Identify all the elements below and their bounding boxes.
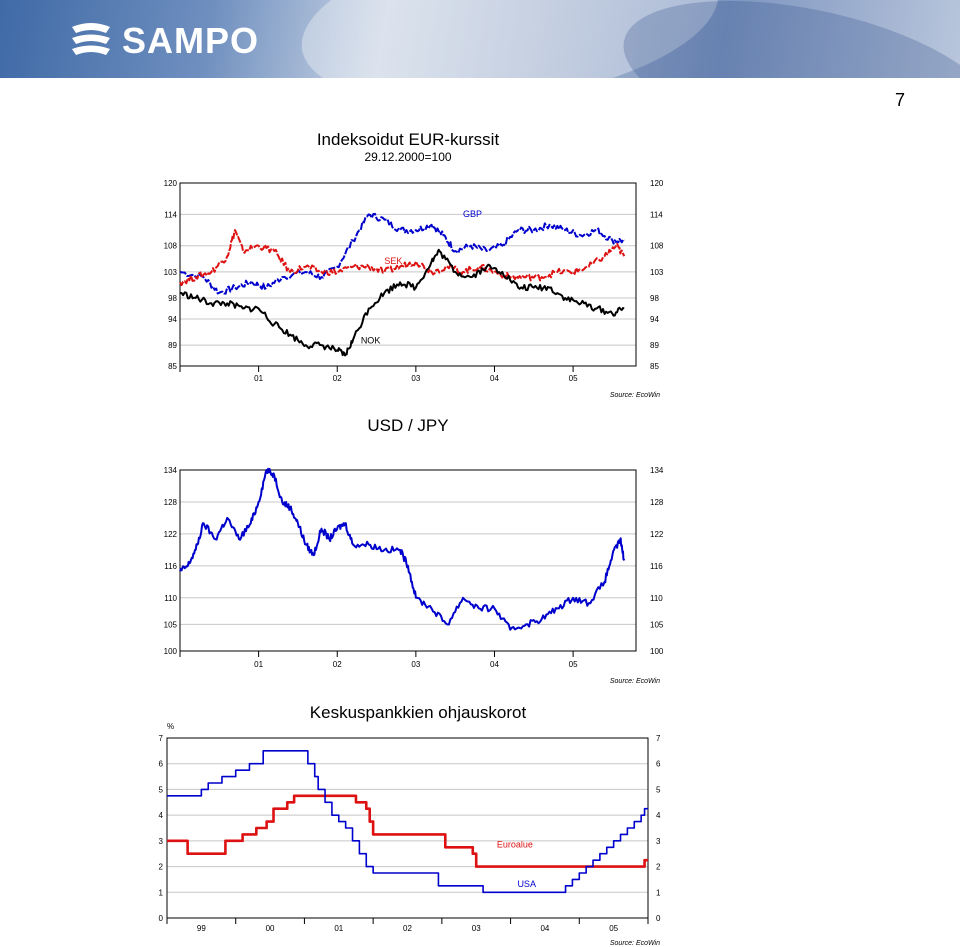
chart1-ytick-left: 103 — [164, 268, 178, 277]
chart3-ytick-right: 4 — [656, 811, 661, 820]
chart1-ytick-right: 120 — [650, 179, 664, 188]
chart3-xtick-label: 04 — [540, 924, 549, 933]
chart2-ytick-left: 134 — [164, 466, 178, 475]
chart3-ytick-right: 0 — [656, 914, 661, 923]
chart3-xtick-label: 01 — [334, 924, 343, 933]
chart3-ytick-left: 3 — [159, 837, 164, 846]
chart1-ytick-left: 98 — [168, 294, 177, 303]
chart1-ytick-right: 94 — [650, 315, 659, 324]
chart3-series-label-euroalue: Euroalue — [497, 839, 533, 849]
chart2-source-note: Source: EcoWin — [610, 678, 660, 685]
chart2-ytick-left: 128 — [164, 498, 178, 507]
chart3-ytick-right: 5 — [656, 785, 661, 794]
sampo-logo: SAMPO — [68, 20, 259, 62]
chart1-series-label-sek: SEK — [384, 256, 402, 266]
chart1-ytick-left: 85 — [168, 362, 177, 371]
banner-decoration — [609, 0, 960, 78]
chart1-subtitle: 29.12.2000=100 — [364, 150, 452, 164]
chart1-ytick-right: 89 — [650, 341, 659, 350]
chart1-xtick-label: 04 — [490, 374, 499, 383]
chart2-xtick-label: 03 — [411, 660, 420, 669]
chart3-series-label-usa: USA — [517, 879, 536, 889]
chart3-ytick-left: 6 — [159, 760, 164, 769]
chart2-ytick-left: 100 — [164, 647, 178, 656]
chart3-series-euroalue — [167, 794, 648, 868]
header-banner: SAMPO — [0, 0, 960, 78]
chart3-xtick-label: 03 — [472, 924, 481, 933]
chart2-ytick-right: 116 — [650, 562, 663, 571]
chart3-ytick-right: 3 — [656, 837, 661, 846]
page-number: 7 — [895, 90, 906, 110]
chart1-plot-frame — [179, 182, 637, 367]
chart3-ytick-left: 0 — [159, 914, 164, 923]
chart1-ytick-right: 114 — [650, 210, 663, 219]
brand-name: SAMPO — [122, 20, 260, 61]
chart2-xtick-label: 01 — [254, 660, 263, 669]
chart2-plot-frame — [179, 469, 637, 652]
chart1-xtick-label: 05 — [569, 374, 578, 383]
chart3-ytick-left: 2 — [159, 863, 164, 872]
chart2-ytick-right: 134 — [650, 466, 664, 475]
chart3-ytick-left: 1 — [159, 888, 164, 897]
chart1-series-label-nok: NOK — [361, 336, 381, 346]
chart3-ytick-left: 4 — [159, 811, 164, 820]
chart3-ytick-right: 7 — [656, 734, 661, 743]
chart1-xtick-label: 03 — [411, 374, 420, 383]
chart3-ytick-right: 6 — [656, 760, 661, 769]
chart1-ytick-left: 108 — [164, 242, 178, 251]
chart1-ytick-right: 85 — [650, 362, 659, 371]
chart2-ytick-left: 105 — [164, 620, 178, 629]
chart2-ytick-left: 116 — [164, 562, 177, 571]
chart1-series-label-gbp: GBP — [463, 209, 482, 219]
chart3-title: Keskuspankkien ohjauskorot — [309, 703, 527, 722]
chart3-xtick-label: 05 — [609, 924, 618, 933]
chart1-ytick-left: 120 — [164, 179, 178, 188]
sampo-logo-icon — [72, 23, 110, 55]
chart1-xtick-label: 01 — [254, 374, 263, 383]
chart1-ytick-left: 114 — [164, 210, 177, 219]
chart2-xtick-label: 04 — [490, 660, 499, 669]
chart2-ytick-left: 122 — [164, 530, 178, 539]
chart1-ytick-left: 94 — [168, 315, 177, 324]
chart2-ytick-right: 110 — [650, 594, 663, 603]
chart1-xtick-label: 02 — [333, 374, 342, 383]
chart1-source-note: Source: EcoWin — [610, 392, 660, 399]
chart2-ytick-right: 105 — [650, 620, 664, 629]
chart1-series-nok — [179, 248, 625, 357]
chart3-ytick-left: 7 — [159, 734, 164, 743]
chart2-xtick-label: 02 — [333, 660, 342, 669]
chart3-source-note: Source: EcoWin — [610, 940, 660, 947]
chart1-ytick-right: 108 — [650, 242, 664, 251]
chart2-ytick-right: 128 — [650, 498, 664, 507]
chart3-xtick-label: 00 — [266, 924, 275, 933]
chart3-series-usa — [167, 750, 648, 894]
chart3-ytick-right: 2 — [656, 863, 661, 872]
chart3-unit-label: % — [167, 722, 174, 731]
chart2-ytick-right: 122 — [650, 530, 664, 539]
chart2-ytick-left: 110 — [164, 594, 177, 603]
chart3-plot-frame — [166, 737, 649, 919]
chart3-xtick-label: 02 — [403, 924, 412, 933]
chart2-series-usd-jpy — [179, 467, 626, 631]
chart2-ytick-right: 100 — [650, 647, 664, 656]
chart2-xtick-label: 05 — [569, 660, 578, 669]
chart3-ytick-right: 1 — [656, 888, 661, 897]
chart3-xtick-label: 99 — [197, 924, 206, 933]
chart1-ytick-left: 89 — [168, 341, 177, 350]
chart2-title: USD / JPY — [367, 416, 449, 435]
chart1-series-sek — [179, 229, 626, 287]
chart1-title: Indeksoidut EUR-kurssit — [316, 130, 500, 149]
chart1-ytick-right: 103 — [650, 268, 664, 277]
chart3-ytick-left: 5 — [159, 785, 164, 794]
chart1-series-gbp — [179, 212, 625, 295]
chart1-ytick-right: 98 — [650, 294, 659, 303]
